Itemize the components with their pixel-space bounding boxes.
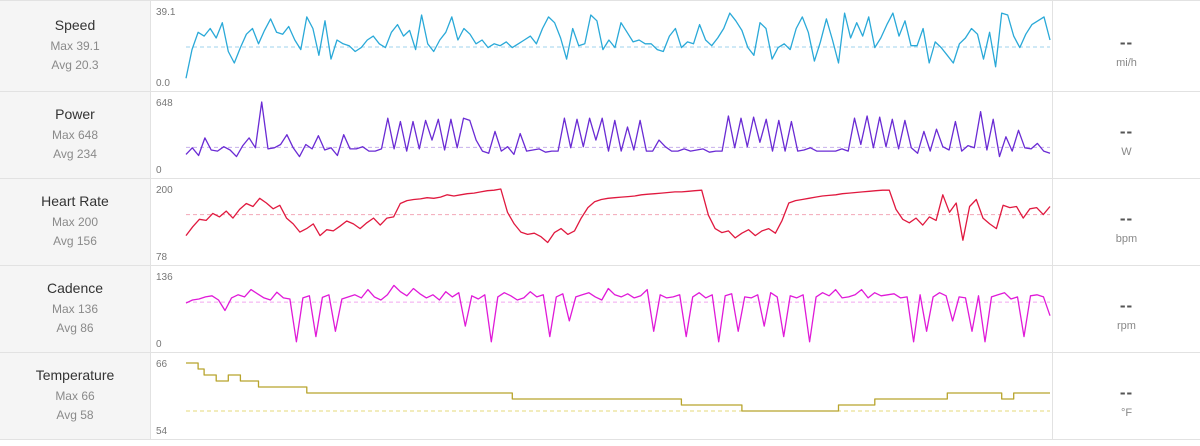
y-axis-min-label: 54	[156, 426, 168, 437]
unit-label: bpm	[1115, 233, 1138, 245]
unit-label: rpm	[1117, 320, 1136, 332]
current-value-cell: -- mi/h	[1053, 1, 1200, 91]
plot-area[interactable]: 200 78	[150, 179, 1053, 265]
line-chart-svg	[185, 188, 1051, 244]
metric-avg: Avg 58	[56, 408, 94, 422]
metric-label-cell: Temperature Max 66 Avg 58	[0, 353, 151, 439]
y-axis-max-label: 66	[156, 359, 168, 370]
plot-area[interactable]: 136 0	[150, 266, 1053, 352]
series-line	[185, 101, 1051, 158]
y-axis-min-label: 0.0	[156, 78, 170, 89]
y-axis-max-label: 39.1	[156, 7, 176, 18]
metric-label-cell: Speed Max 39.1 Avg 20.3	[0, 1, 151, 91]
metric-max: Max 200	[51, 215, 99, 229]
series-line	[185, 284, 1051, 343]
y-axis-max-label: 648	[156, 98, 173, 109]
metric-label-cell: Power Max 648 Avg 234	[0, 92, 151, 178]
chart-row-4: Temperature Max 66 Avg 58 66 54 -- °F	[0, 352, 1200, 440]
metric-name: Speed	[54, 17, 96, 33]
series-line	[185, 12, 1051, 79]
current-value-cell: -- rpm	[1053, 266, 1200, 352]
plot-area[interactable]: 66 54	[150, 353, 1053, 439]
y-axis-max-label: 200	[156, 185, 173, 196]
current-value: --	[1119, 296, 1134, 315]
line-chart-svg	[185, 101, 1051, 158]
metric-name: Cadence	[46, 280, 104, 296]
chart-row-2: Heart Rate Max 200 Avg 156 200 78 -- bpm	[0, 178, 1200, 265]
current-value: --	[1119, 122, 1134, 141]
metric-max: Max 66	[55, 389, 95, 403]
metric-name: Temperature	[35, 367, 115, 383]
y-axis-min-label: 0	[156, 339, 162, 350]
series-line	[185, 188, 1051, 244]
line-chart-svg	[185, 284, 1051, 343]
unit-label: °F	[1120, 407, 1133, 419]
current-value: --	[1119, 33, 1134, 52]
plot-area[interactable]: 39.1 0.0	[150, 1, 1053, 91]
current-value-cell: -- bpm	[1053, 179, 1200, 265]
line-chart-svg	[186, 362, 1050, 412]
metric-max: Max 39.1	[50, 39, 100, 53]
plot-area[interactable]: 648 0	[150, 92, 1053, 178]
current-value: --	[1119, 383, 1134, 402]
metric-avg: Avg 156	[53, 234, 97, 248]
metric-label-cell: Cadence Max 136 Avg 86	[0, 266, 151, 352]
y-axis-min-label: 0	[156, 165, 162, 176]
y-axis-min-label: 78	[156, 252, 168, 263]
unit-label: W	[1121, 146, 1132, 158]
metric-max: Max 648	[51, 128, 99, 142]
current-value-cell: -- W	[1053, 92, 1200, 178]
metric-avg: Avg 234	[53, 147, 97, 161]
chart-row-0: Speed Max 39.1 Avg 20.3 39.1 0.0 -- mi/h	[0, 0, 1200, 91]
metric-name: Heart Rate	[41, 193, 109, 209]
chart-row-3: Cadence Max 136 Avg 86 136 0 -- rpm	[0, 265, 1200, 352]
series-line	[186, 362, 1050, 412]
metric-name: Power	[55, 106, 95, 122]
y-axis-max-label: 136	[156, 272, 173, 283]
unit-label: mi/h	[1116, 57, 1137, 69]
metric-label-cell: Heart Rate Max 200 Avg 156	[0, 179, 151, 265]
current-value-cell: -- °F	[1053, 353, 1200, 439]
metric-avg: Avg 20.3	[51, 58, 99, 72]
metric-max: Max 136	[51, 302, 99, 316]
chart-row-1: Power Max 648 Avg 234 648 0 -- W	[0, 91, 1200, 178]
line-chart-svg	[185, 12, 1051, 79]
metric-avg: Avg 86	[56, 321, 94, 335]
current-value: --	[1119, 209, 1134, 228]
